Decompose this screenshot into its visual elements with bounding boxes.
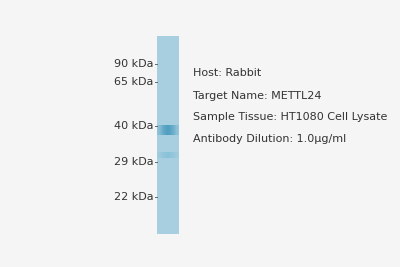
Bar [177, 152, 178, 159]
Bar [172, 125, 173, 135]
Bar [157, 152, 158, 159]
Bar [170, 152, 171, 159]
Bar [171, 125, 172, 135]
Bar [158, 125, 159, 135]
Bar [177, 125, 178, 135]
Bar [160, 152, 161, 159]
Bar [165, 125, 166, 135]
Bar [161, 125, 162, 135]
Bar [176, 125, 177, 135]
Text: 29 kDa: 29 kDa [114, 156, 154, 167]
Text: Target Name: METTL24: Target Name: METTL24 [193, 91, 321, 101]
Bar [169, 125, 170, 135]
Bar [175, 152, 176, 159]
Bar [161, 152, 162, 159]
Bar [167, 152, 168, 159]
Text: Host: Rabbit: Host: Rabbit [193, 68, 261, 78]
Bar [178, 152, 179, 159]
Bar [157, 36, 179, 234]
Bar [160, 125, 161, 135]
Bar [175, 125, 176, 135]
Bar [162, 152, 163, 159]
Bar [159, 152, 160, 159]
Bar [163, 152, 164, 159]
Bar [167, 125, 168, 135]
Bar [172, 152, 173, 159]
Text: 40 kDa: 40 kDa [114, 121, 154, 131]
Bar [157, 125, 158, 135]
Bar [158, 152, 159, 159]
Bar [170, 125, 171, 135]
Bar [159, 125, 160, 135]
Text: 22 kDa: 22 kDa [114, 191, 154, 202]
Bar [178, 125, 179, 135]
Bar [163, 125, 164, 135]
Bar [171, 152, 172, 159]
Bar [166, 125, 167, 135]
Bar [164, 125, 165, 135]
Bar [173, 152, 174, 159]
Bar [165, 152, 166, 159]
Bar [176, 152, 177, 159]
Bar [174, 152, 175, 159]
Bar [164, 152, 165, 159]
Text: 90 kDa: 90 kDa [114, 59, 154, 69]
Bar [168, 152, 169, 159]
Bar [169, 152, 170, 159]
Text: Sample Tissue: HT1080 Cell Lysate: Sample Tissue: HT1080 Cell Lysate [193, 112, 387, 122]
Text: 65 kDa: 65 kDa [114, 77, 154, 87]
Bar [173, 125, 174, 135]
Text: Antibody Dilution: 1.0μg/ml: Antibody Dilution: 1.0μg/ml [193, 134, 346, 144]
Bar [168, 125, 169, 135]
Bar [166, 152, 167, 159]
Bar [174, 125, 175, 135]
Bar [162, 125, 163, 135]
